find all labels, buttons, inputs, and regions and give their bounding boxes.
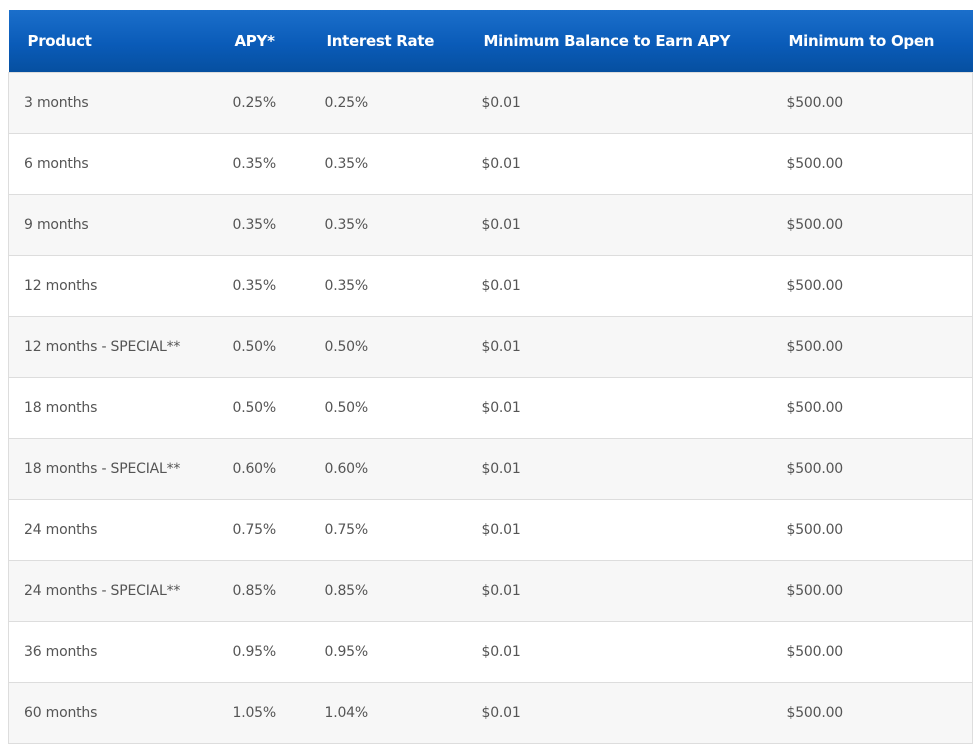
cd-rates-table: Product APY* Interest Rate Minimum Balan… bbox=[8, 10, 973, 744]
cell-minimum-balance: $0.01 bbox=[481, 499, 787, 561]
header-apy: APY* bbox=[234, 32, 275, 50]
cell-minimum-to-open: $500.00 bbox=[786, 255, 973, 317]
table-row: 18 months 0.50% 0.50% $0.01 $500.00 bbox=[8, 377, 973, 439]
cell-interest-rate: 0.35% bbox=[324, 194, 482, 256]
cell-minimum-to-open: $500.00 bbox=[786, 316, 973, 378]
cell-apy: 0.85% bbox=[232, 560, 325, 622]
cell-interest-rate: 0.85% bbox=[324, 560, 482, 622]
cell-product: 60 months bbox=[8, 682, 233, 744]
cell-apy: 0.50% bbox=[232, 377, 325, 439]
cell-interest-rate: 0.60% bbox=[324, 438, 482, 500]
cell-minimum-balance: $0.01 bbox=[481, 560, 787, 622]
cell-apy: 0.95% bbox=[232, 621, 325, 683]
cell-minimum-balance: $0.01 bbox=[481, 682, 787, 744]
cell-product: 3 months bbox=[8, 72, 233, 134]
cell-minimum-to-open: $500.00 bbox=[786, 682, 973, 744]
cell-interest-rate: 0.35% bbox=[324, 255, 482, 317]
cell-minimum-to-open: $500.00 bbox=[786, 499, 973, 561]
table-row: 24 months - SPECIAL** 0.85% 0.85% $0.01 $500… bbox=[8, 560, 973, 622]
cell-product: 9 months bbox=[8, 194, 233, 256]
cell-apy: 0.35% bbox=[232, 255, 325, 317]
table-header: Product APY* Interest Rate Minimum Balan… bbox=[8, 10, 973, 73]
cell-apy: 0.75% bbox=[232, 499, 325, 561]
cell-minimum-balance: $0.01 bbox=[481, 377, 787, 439]
cell-minimum-balance: $0.01 bbox=[481, 438, 787, 500]
table-row: 9 months 0.35% 0.35% $0.01 $500.00 bbox=[8, 194, 973, 256]
cell-interest-rate: 1.04% bbox=[324, 682, 482, 744]
cell-interest-rate: 0.50% bbox=[324, 316, 482, 378]
table-row: 60 months 1.05% 1.04% $0.01 $500.00 bbox=[8, 682, 973, 744]
cell-product: 6 months bbox=[8, 133, 233, 195]
table-row: 12 months - SPECIAL** 0.50% 0.50% $0.01 $500… bbox=[8, 316, 973, 378]
cell-apy: 0.50% bbox=[232, 316, 325, 378]
cell-apy: 0.60% bbox=[232, 438, 325, 500]
cell-minimum-to-open: $500.00 bbox=[786, 438, 973, 500]
cell-product: 12 months bbox=[8, 255, 233, 317]
cell-apy: 0.25% bbox=[232, 72, 325, 134]
cell-minimum-balance: $0.01 bbox=[481, 621, 787, 683]
cell-minimum-to-open: $500.00 bbox=[786, 621, 973, 683]
cell-product: 18 months - SPECIAL** bbox=[8, 438, 233, 500]
cell-product: 24 months bbox=[8, 499, 233, 561]
table-row: 6 months 0.35% 0.35% $0.01 $500.00 bbox=[8, 133, 973, 195]
cell-apy: 1.05% bbox=[232, 682, 325, 744]
cell-interest-rate: 0.95% bbox=[324, 621, 482, 683]
header-interest-rate: Interest Rate bbox=[326, 32, 435, 50]
header-row: Product APY* Interest Rate Minimum Balan… bbox=[8, 10, 973, 73]
cell-product: 12 months - SPECIAL** bbox=[8, 316, 233, 378]
table-row: 12 months 0.35% 0.35% $0.01 $500.00 bbox=[8, 255, 973, 317]
table-row: 36 months 0.95% 0.95% $0.01 $500.00 bbox=[8, 621, 973, 683]
cell-minimum-balance: $0.01 bbox=[481, 72, 787, 134]
cell-product: 24 months - SPECIAL** bbox=[8, 560, 233, 622]
rates-table-container: Product APY* Interest Rate Minimum Balan… bbox=[8, 10, 973, 744]
cell-minimum-to-open: $500.00 bbox=[786, 72, 973, 134]
header-minimum-balance: Minimum Balance to Earn APY bbox=[483, 32, 731, 50]
table-row: 3 months 0.25% 0.25% $0.01 $500.00 bbox=[8, 72, 973, 134]
header-minimum-to-open: Minimum to Open bbox=[788, 32, 935, 50]
cell-minimum-balance: $0.01 bbox=[481, 316, 787, 378]
cell-minimum-to-open: $500.00 bbox=[786, 194, 973, 256]
cell-minimum-to-open: $500.00 bbox=[786, 560, 973, 622]
cell-minimum-to-open: $500.00 bbox=[786, 377, 973, 439]
table-body: 3 months 0.25% 0.25% $0.01 $500.00 6 months 0.… bbox=[8, 72, 973, 744]
cell-interest-rate: 0.50% bbox=[324, 377, 482, 439]
cell-apy: 0.35% bbox=[232, 133, 325, 195]
cell-interest-rate: 0.25% bbox=[324, 72, 482, 134]
cell-interest-rate: 0.35% bbox=[324, 133, 482, 195]
cell-minimum-balance: $0.01 bbox=[481, 255, 787, 317]
table-row: 18 months - SPECIAL** 0.60% 0.60% $0.01 $500… bbox=[8, 438, 973, 500]
table-row: 24 months 0.75% 0.75% $0.01 $500.00 bbox=[8, 499, 973, 561]
cell-interest-rate: 0.75% bbox=[324, 499, 482, 561]
cell-minimum-balance: $0.01 bbox=[481, 194, 787, 256]
cell-apy: 0.35% bbox=[232, 194, 325, 256]
cell-minimum-balance: $0.01 bbox=[481, 133, 787, 195]
cell-product: 18 months bbox=[8, 377, 233, 439]
header-product: Product bbox=[27, 32, 92, 50]
cell-minimum-to-open: $500.00 bbox=[786, 133, 973, 195]
cell-product: 36 months bbox=[8, 621, 233, 683]
